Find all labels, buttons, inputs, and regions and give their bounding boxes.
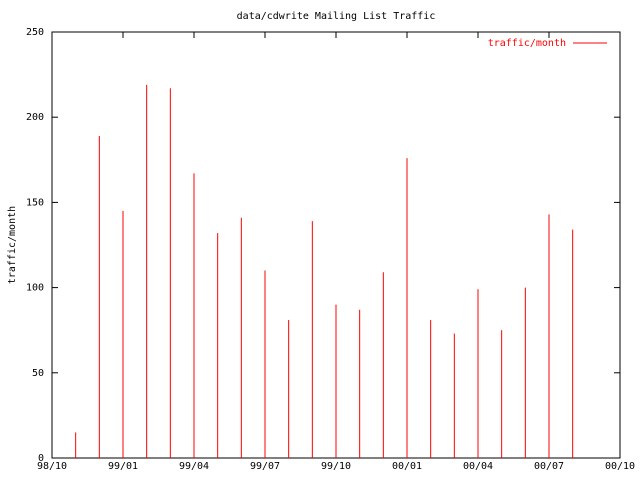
x-tick-label: 00/04 <box>463 461 493 472</box>
legend-label: traffic/month <box>488 38 566 49</box>
y-tick-label: 200 <box>26 112 44 123</box>
x-tick-label: 99/04 <box>179 461 209 472</box>
x-tick-label: 00/01 <box>392 461 422 472</box>
chart-title: data/cdwrite Mailing List Traffic <box>237 11 436 22</box>
y-axis-label: traffic/month <box>7 206 18 284</box>
y-tick-label: 150 <box>26 197 44 208</box>
x-tick-label: 99/07 <box>250 461 280 472</box>
y-tick-label: 0 <box>38 453 44 464</box>
y-tick-label: 100 <box>26 283 44 294</box>
y-tick-label: 250 <box>26 27 44 38</box>
x-tick-label: 00/07 <box>534 461 564 472</box>
x-tick-label: 99/10 <box>321 461 351 472</box>
x-tick-label: 99/01 <box>108 461 138 472</box>
y-tick-label: 50 <box>32 368 44 379</box>
x-tick-label: 98/10 <box>37 461 67 472</box>
x-tick-label: 00/10 <box>605 461 635 472</box>
